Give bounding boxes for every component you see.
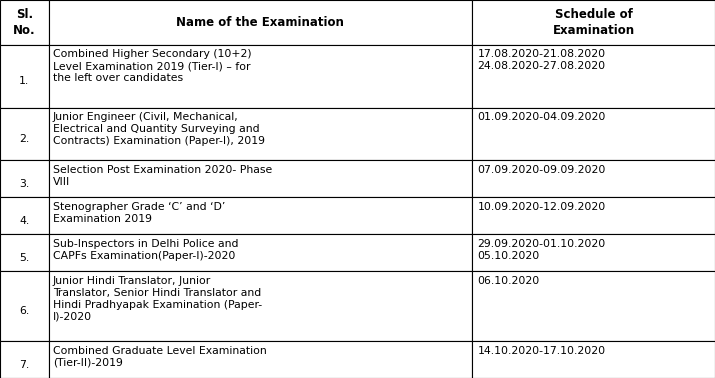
Text: 29.09.2020-01.10.2020
05.10.2020: 29.09.2020-01.10.2020 05.10.2020 (478, 239, 606, 261)
Text: 07.09.2020-09.09.2020: 07.09.2020-09.09.2020 (478, 165, 606, 175)
Bar (0, 197, 49, 234)
Text: 06.10.2020: 06.10.2020 (478, 276, 540, 286)
Bar (0, 341, 49, 378)
Bar (0, 108, 49, 160)
Bar (0, 160, 49, 197)
Bar (49, 45, 472, 108)
Bar (472, 108, 715, 160)
Text: Name of the Examination: Name of the Examination (177, 16, 344, 29)
Text: 2.: 2. (19, 134, 29, 144)
Bar (472, 341, 715, 378)
Text: Combined Graduate Level Examination
(Tier-II)-2019: Combined Graduate Level Examination (Tie… (53, 345, 267, 368)
Bar (472, 0, 715, 45)
Text: 10.09.2020-12.09.2020: 10.09.2020-12.09.2020 (478, 202, 606, 212)
Text: 6.: 6. (19, 306, 29, 316)
Text: 14.10.2020-17.10.2020: 14.10.2020-17.10.2020 (478, 345, 606, 356)
Bar (0, 271, 49, 341)
Text: Sub-Inspectors in Delhi Police and
CAPFs Examination(Paper-I)-2020: Sub-Inspectors in Delhi Police and CAPFs… (53, 239, 238, 261)
Text: 01.09.2020-04.09.2020: 01.09.2020-04.09.2020 (478, 113, 606, 122)
Text: Schedule of
Examination: Schedule of Examination (553, 8, 634, 37)
Bar (49, 160, 472, 197)
Text: 4.: 4. (19, 216, 29, 226)
Text: 1.: 1. (19, 76, 29, 86)
Text: Selection Post Examination 2020- Phase
VIII: Selection Post Examination 2020- Phase V… (53, 165, 272, 187)
Bar (472, 45, 715, 108)
Text: Junior Engineer (Civil, Mechanical,
Electrical and Quantity Surveying and
Contra: Junior Engineer (Civil, Mechanical, Elec… (53, 113, 265, 147)
Text: 5.: 5. (19, 253, 29, 263)
Bar (472, 234, 715, 271)
Bar (0, 0, 49, 45)
Text: 7.: 7. (19, 359, 29, 370)
Bar (49, 197, 472, 234)
Text: Sl.
No.: Sl. No. (13, 8, 36, 37)
Text: Combined Higher Secondary (10+2)
Level Examination 2019 (Tier-I) – for
the left : Combined Higher Secondary (10+2) Level E… (53, 49, 252, 83)
Text: Junior Hindi Translator, Junior
Translator, Senior Hindi Translator and
Hindi Pr: Junior Hindi Translator, Junior Translat… (53, 276, 262, 322)
Text: 17.08.2020-21.08.2020
24.08.2020-27.08.2020: 17.08.2020-21.08.2020 24.08.2020-27.08.2… (478, 49, 606, 71)
Bar (472, 271, 715, 341)
Bar (49, 341, 472, 378)
Text: 3.: 3. (19, 179, 29, 189)
Bar (472, 197, 715, 234)
Bar (49, 0, 472, 45)
Text: Stenographer Grade ‘C’ and ‘D’
Examination 2019: Stenographer Grade ‘C’ and ‘D’ Examinati… (53, 202, 225, 224)
Bar (472, 160, 715, 197)
Bar (49, 234, 472, 271)
Bar (0, 234, 49, 271)
Bar (49, 271, 472, 341)
Bar (49, 108, 472, 160)
Bar (0, 45, 49, 108)
